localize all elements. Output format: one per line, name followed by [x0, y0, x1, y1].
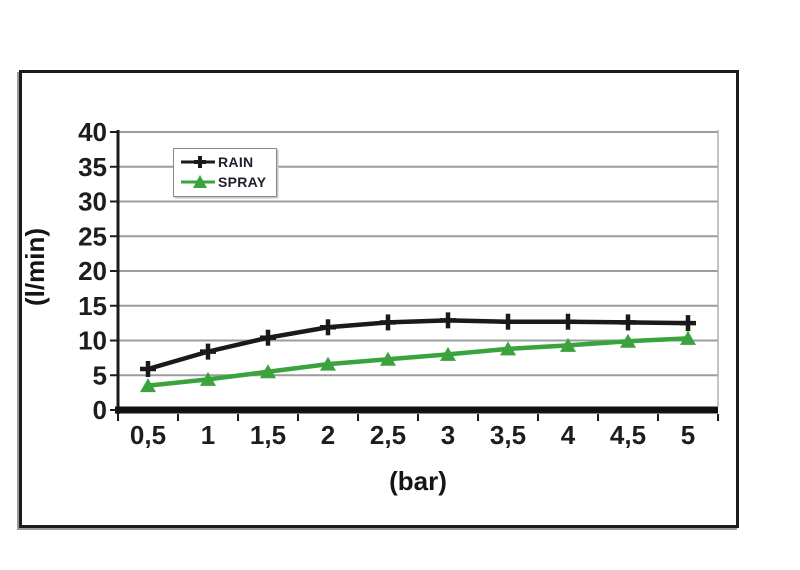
spray-line-triangle-icon	[181, 175, 215, 188]
y-tick-label: 15	[78, 291, 107, 321]
triangle-marker-icon	[320, 356, 336, 371]
y-tick-label: 20	[78, 256, 107, 286]
legend-label-spray: SPRAY	[218, 174, 267, 190]
triangle-marker-icon	[140, 378, 156, 393]
tick-labels-group: 0 5 10 15 20 25 30 35 40 0,5 1 1,5 2 2,5 3 3,5 4 4,5 5	[78, 117, 719, 450]
triangle-marker-icon	[620, 333, 636, 348]
legend-item-spray: SPRAY	[180, 174, 266, 190]
figure-frame: 0 5 10 15 20 25 30 35 40 0,5 1 1,5 2 2,5 3 3,5 4 4,5 5 (ba…	[19, 70, 739, 528]
triangle-marker-icon	[200, 371, 216, 386]
x-tick-label: 4,5	[610, 420, 646, 450]
x-tick-label: 2	[321, 420, 335, 450]
x-tick-label: 0,5	[130, 420, 166, 450]
y-tick-label: 35	[78, 152, 107, 182]
y-tick-label: 0	[93, 395, 107, 425]
series-line-rain	[147, 318, 689, 372]
x-tick-label: 4	[561, 420, 576, 450]
x-tick-label: 2,5	[370, 420, 406, 450]
triangle-marker-icon	[500, 341, 516, 356]
x-tick-label: 3	[441, 420, 455, 450]
y-tick-label: 25	[78, 221, 107, 251]
series-line-spray	[147, 336, 689, 388]
y-axis-title: (l/min)	[22, 228, 50, 306]
triangle-marker-icon	[260, 364, 276, 379]
triangle-marker-icon	[560, 337, 576, 352]
x-tick-label: 1,5	[250, 420, 286, 450]
y-tick-label: 40	[78, 117, 107, 147]
x-axis-title: (bar)	[389, 466, 447, 496]
y-tick-label: 30	[78, 187, 107, 217]
rain-line-plus-icon	[181, 156, 215, 168]
x-tick-label: 3,5	[490, 420, 526, 450]
legend-label-rain: RAIN	[218, 154, 254, 170]
series-group	[140, 312, 696, 393]
triangle-marker-icon	[680, 330, 696, 345]
x-tick-label: 1	[201, 420, 215, 450]
line-chart: 0 5 10 15 20 25 30 35 40 0,5 1 1,5 2 2,5 3 3,5 4 4,5 5 (ba…	[22, 117, 719, 496]
triangle-marker-icon	[440, 346, 456, 361]
x-tick-label: 5	[681, 420, 695, 450]
y-tick-label: 5	[93, 360, 107, 390]
legend: RAIN SPRAY	[173, 148, 278, 197]
triangle-marker-icon	[380, 351, 396, 366]
y-tick-label: 10	[78, 326, 107, 356]
legend-item-rain: RAIN	[180, 154, 266, 170]
